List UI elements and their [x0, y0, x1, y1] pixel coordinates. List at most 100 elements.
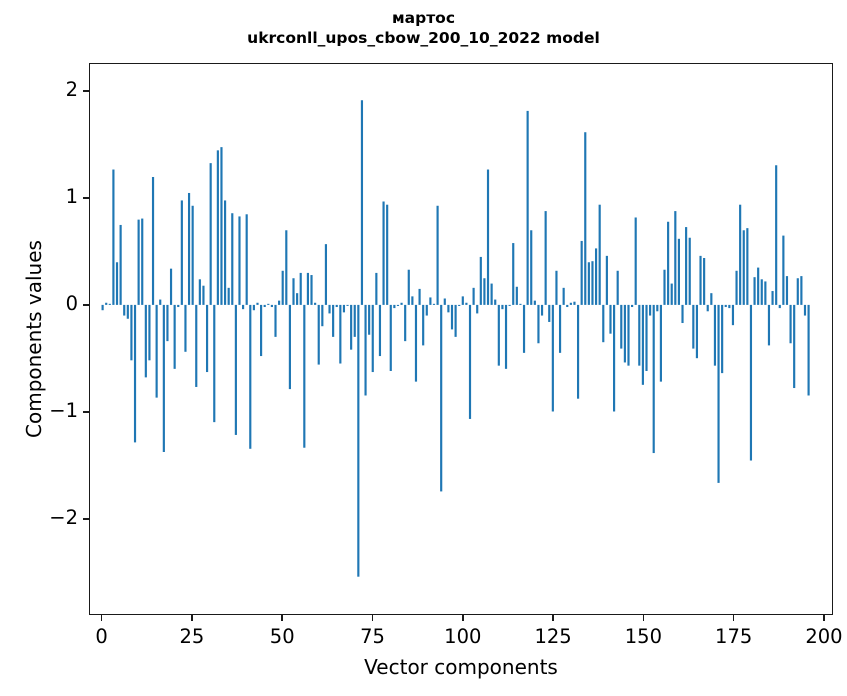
- bar: [450, 304, 454, 330]
- bar: [757, 267, 760, 305]
- bar: [519, 303, 522, 305]
- bar: [375, 272, 378, 305]
- bar: [393, 304, 396, 309]
- bar: [508, 304, 511, 306]
- bar: [584, 132, 587, 305]
- bar: [472, 287, 475, 305]
- bar: [447, 304, 450, 313]
- x-tick-mark: [191, 615, 193, 621]
- bar: [789, 304, 792, 344]
- bar: [476, 304, 479, 314]
- bar: [303, 304, 306, 448]
- y-tick-mark: [83, 196, 89, 199]
- bar: [674, 211, 677, 305]
- bar: [526, 110, 529, 305]
- bar-chart-canvas: [101, 100, 810, 577]
- bar: [198, 279, 201, 305]
- x-tick-mark: [281, 615, 284, 621]
- bar: [278, 300, 281, 305]
- bar: [378, 304, 382, 357]
- bar: [807, 304, 810, 396]
- bar: [166, 304, 169, 342]
- bar: [746, 228, 749, 305]
- bar: [620, 304, 623, 349]
- bar: [454, 304, 457, 337]
- bar: [267, 303, 270, 305]
- x-tick-label: 75: [360, 625, 385, 648]
- bar: [123, 304, 126, 316]
- bar: [306, 272, 309, 305]
- bar: [623, 304, 626, 363]
- bar: [151, 176, 155, 305]
- bar: [562, 287, 565, 305]
- bar: [627, 304, 630, 366]
- x-tick-label: 175: [715, 625, 753, 648]
- bar: [515, 286, 518, 305]
- bar: [209, 163, 212, 305]
- bar: [296, 293, 299, 305]
- bar: [108, 303, 111, 305]
- bar: [803, 304, 807, 316]
- bar: [749, 304, 753, 461]
- bar: [566, 304, 569, 308]
- bar: [339, 304, 342, 364]
- bar: [130, 304, 133, 361]
- bar: [202, 285, 205, 305]
- bar: [703, 257, 706, 305]
- bar: [346, 304, 349, 306]
- bar: [576, 304, 580, 399]
- bar: [317, 304, 320, 365]
- bar: [731, 304, 735, 326]
- bar: [288, 304, 291, 390]
- bar: [429, 297, 432, 305]
- x-tick-label: 100: [444, 625, 482, 648]
- bar: [353, 304, 356, 337]
- bar: [231, 213, 234, 305]
- bar: [785, 276, 789, 305]
- bar: [414, 304, 418, 382]
- bar: [364, 304, 367, 396]
- x-tick-mark: [642, 615, 645, 621]
- bar: [782, 235, 785, 305]
- bar: [314, 302, 317, 305]
- bar: [692, 304, 695, 349]
- bar: [292, 278, 295, 305]
- bar: [328, 304, 331, 314]
- bar: [796, 278, 799, 305]
- bar: [400, 302, 403, 305]
- x-tick-mark: [462, 615, 464, 621]
- bar: [205, 304, 209, 373]
- bar: [551, 304, 554, 412]
- bar: [533, 300, 536, 305]
- bar: [793, 304, 796, 389]
- bar: [616, 270, 619, 305]
- bar: [177, 304, 180, 308]
- bar: [155, 304, 158, 398]
- bar: [396, 304, 400, 306]
- bar: [281, 270, 284, 305]
- bar: [342, 304, 346, 313]
- y-tick-label: 2: [65, 77, 78, 101]
- y-tick-label: 1: [65, 184, 78, 208]
- bar: [191, 205, 194, 305]
- x-tick-mark: [100, 615, 103, 621]
- plot-axes: [89, 63, 833, 615]
- y-tick-label: −2: [49, 505, 78, 529]
- bar: [137, 219, 140, 305]
- y-tick-mark: [83, 303, 89, 306]
- bar: [479, 256, 482, 305]
- bar: [656, 304, 659, 312]
- bar: [598, 204, 601, 305]
- bar: [613, 304, 616, 412]
- bar: [728, 304, 731, 309]
- bar: [425, 304, 428, 316]
- x-tick-label: 200: [805, 625, 843, 648]
- bar: [382, 201, 385, 305]
- bar: [548, 304, 551, 322]
- bar: [148, 304, 151, 361]
- bar: [483, 278, 486, 305]
- bar: [335, 304, 338, 308]
- bar: [522, 304, 526, 353]
- bar: [685, 227, 688, 305]
- bar: [238, 216, 241, 305]
